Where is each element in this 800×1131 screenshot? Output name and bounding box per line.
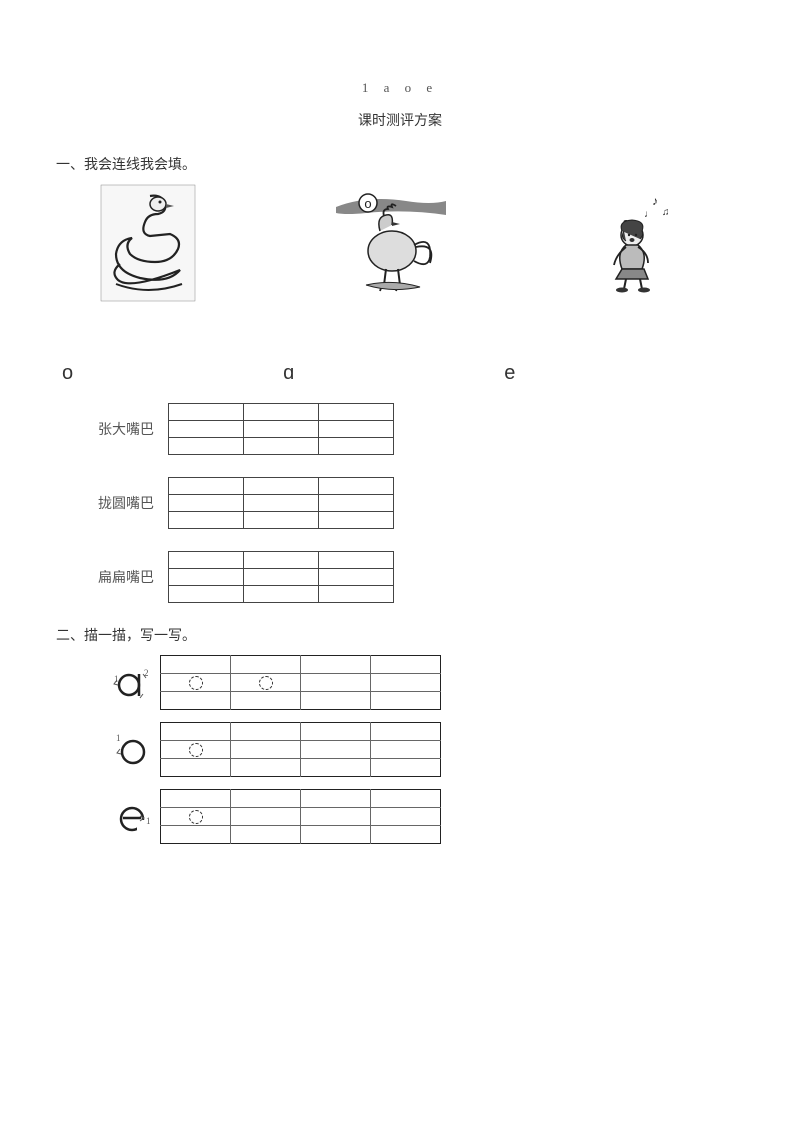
svg-text:♪: ♪ [652,194,658,208]
pinyin-grid-3 [168,551,394,603]
trace-grid-a [160,655,441,710]
svg-text:o: o [364,196,371,211]
section1-heading: 一、我会连线我会填。 [56,154,750,174]
page-title: 1 a o e [50,80,750,96]
letter-e: e [504,362,515,385]
letters-row: o ɑ e [62,362,750,385]
section2-heading: 二、描一描，写一写。 [56,625,750,645]
trace-letter-o: 1 [106,727,160,773]
matching-images-row: o ♪ ♫ ♩ a [100,184,750,302]
trace-letter-e: 1 [106,794,160,840]
trace-row-a: 1 2 [106,655,750,710]
svg-text:1: 1 [116,733,121,743]
trace-letter-a: 1 2 [106,660,160,706]
grid-label-2: 拢圆嘴巴 [98,493,168,513]
pinyin-grid-2 [168,477,394,529]
svg-text:1: 1 [146,816,151,826]
svg-text:♫: ♫ [662,207,670,218]
trace-row-o: 1 [106,722,750,777]
pinyin-grid-1 [168,403,394,455]
goose-image [100,184,196,302]
trace-row-e: 1 [106,789,750,844]
trace-grid-o [160,722,441,777]
letter-a: ɑ [283,362,294,385]
grid-row-2: 拢圆嘴巴 [98,477,750,529]
grid-label-3: 扁扁嘴巴 [98,567,168,587]
rooster-image: o [336,184,446,302]
letter-o: o [62,362,73,385]
grid-row-1: 张大嘴巴 [98,403,750,455]
svg-text:♩: ♩ [644,209,654,220]
grid-label-1: 张大嘴巴 [98,419,168,439]
grid-row-3: 扁扁嘴巴 [98,551,750,603]
page-subtitle: 课时测评方案 [50,110,750,130]
girl-singing-image: ♪ ♫ ♩ a [586,184,682,302]
trace-grid-e [160,789,441,844]
